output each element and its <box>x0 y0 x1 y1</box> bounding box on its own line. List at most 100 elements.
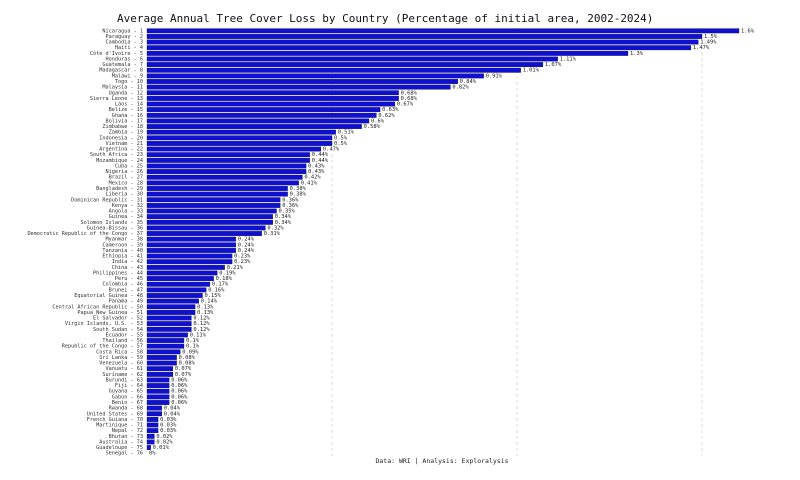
y-tick-label: Venezuela - 60 <box>99 361 143 367</box>
bar <box>146 242 236 248</box>
data-label: 0.34% <box>275 214 292 220</box>
bar <box>146 62 544 68</box>
data-label: 0.6% <box>371 118 385 124</box>
data-label: 0.43% <box>308 169 325 175</box>
y-tick-label: Costa Rica - 58 <box>96 349 143 355</box>
data-label: 0.12% <box>193 321 210 327</box>
data-label: 0.17% <box>212 282 229 288</box>
data-label: 0.06% <box>171 377 188 383</box>
bar <box>146 383 170 389</box>
bar <box>146 338 185 343</box>
bar <box>146 112 377 118</box>
data-label: 1.6% <box>741 28 755 34</box>
bar <box>146 259 233 265</box>
y-tick-label: El Salvador - 52 <box>93 316 143 322</box>
bar <box>146 264 225 270</box>
data-label: 0.11% <box>190 332 207 338</box>
bar <box>146 298 199 304</box>
y-tick-label: Vanuatu - 61 <box>106 366 143 372</box>
y-tick-label: Guinea - 34 <box>109 214 143 220</box>
bar <box>146 73 484 79</box>
data-label: 0.23% <box>234 259 251 265</box>
bar <box>146 141 333 146</box>
data-label: 0.06% <box>171 394 188 400</box>
y-tick-label: Malawi - 9 <box>112 73 143 79</box>
bar <box>146 219 273 225</box>
y-tick-label: Mozambique - 24 <box>96 158 143 164</box>
bar <box>146 332 188 338</box>
y-tick-label: Belize - 15 <box>109 107 143 113</box>
data-label: 0.07% <box>175 372 192 378</box>
bar <box>146 326 192 332</box>
y-tick-label: China - 43 <box>112 265 143 271</box>
y-tick-label: Virgin Islands, U.S. - 53 <box>65 321 143 327</box>
y-tick-label: Peru - 45 <box>115 276 143 282</box>
y-tick-label: Dominican Republic - 31 <box>71 197 143 203</box>
data-label: 0.19% <box>219 270 236 276</box>
y-tick-label: Haiti - 4 <box>115 45 143 51</box>
data-label: 0.47% <box>323 147 340 153</box>
y-tick-label: Guinea-Bissau - 36 <box>87 225 143 231</box>
bar <box>146 28 740 34</box>
bar <box>146 118 370 124</box>
data-label: 0.67% <box>397 102 414 108</box>
y-tick-label: Uganda - 12 <box>109 90 143 96</box>
y-tick-label: Laos - 14 <box>115 102 143 108</box>
bar <box>146 439 155 445</box>
data-label: 0.06% <box>171 383 188 389</box>
bar <box>146 411 162 417</box>
data-label: 0.34% <box>275 220 292 226</box>
bar <box>146 95 399 101</box>
bar <box>146 236 236 242</box>
y-tick-label: Myanmar - 38 <box>106 237 143 243</box>
data-label: 0.24% <box>238 237 255 243</box>
bar <box>146 276 214 282</box>
bar <box>146 400 170 405</box>
y-tick-label: Suriname - 62 <box>102 372 143 378</box>
y-tick-label: Nigeria - 26 <box>106 169 143 175</box>
y-tick-label: Zimbabwe - 18 <box>102 124 143 130</box>
y-tick-label: Nepal - 72 <box>112 428 143 434</box>
data-label: 0.32% <box>267 225 284 231</box>
bar <box>146 360 177 366</box>
bar <box>146 129 336 135</box>
data-label: 0% <box>149 451 156 457</box>
data-label: 0.5% <box>334 135 348 141</box>
y-tick-label: Madagascar - 8 <box>99 68 143 74</box>
bar <box>146 202 281 208</box>
y-tick-label: Sierra Leone - 13 <box>90 96 143 102</box>
y-tick-label: Senegal - 76 <box>106 451 143 457</box>
bar <box>146 169 307 175</box>
bar <box>146 208 277 214</box>
y-tick-label: Nicaragua - 1 <box>102 28 143 34</box>
y-tick-label: Ghana - 16 <box>112 113 143 119</box>
bar <box>146 371 174 377</box>
data-label: 0.18% <box>216 276 233 282</box>
data-label: 0.91% <box>486 73 503 79</box>
bar <box>146 90 399 96</box>
bar <box>146 124 362 129</box>
y-tick-label: Benin - 67 <box>112 400 143 406</box>
y-tick-label: Vietnam - 21 <box>106 141 143 147</box>
data-label: 1.01% <box>523 68 540 74</box>
bar <box>146 309 196 315</box>
y-tick-label: Malaysia - 11 <box>102 85 143 91</box>
data-label: 0.08% <box>179 355 196 361</box>
data-label: 1.49% <box>700 40 717 46</box>
bar <box>146 135 333 141</box>
y-tick-label: Argentina - 22 <box>99 147 143 153</box>
bar <box>146 355 177 360</box>
data-label: 0.06% <box>171 389 188 395</box>
data-label: 0.24% <box>238 242 255 248</box>
data-label: 0.41% <box>301 180 318 186</box>
data-label: 0.14% <box>201 299 218 305</box>
data-label: 0.21% <box>227 265 244 271</box>
y-tick-label: Zambia - 19 <box>109 130 143 136</box>
bar <box>146 388 170 394</box>
y-tick-label: Bhutan - 73 <box>109 434 143 440</box>
data-label: 0.02% <box>156 434 173 440</box>
y-tick-label: Liberia - 30 <box>106 192 143 198</box>
y-tick-label: Honduras - 6 <box>106 56 143 62</box>
bar <box>146 253 233 259</box>
